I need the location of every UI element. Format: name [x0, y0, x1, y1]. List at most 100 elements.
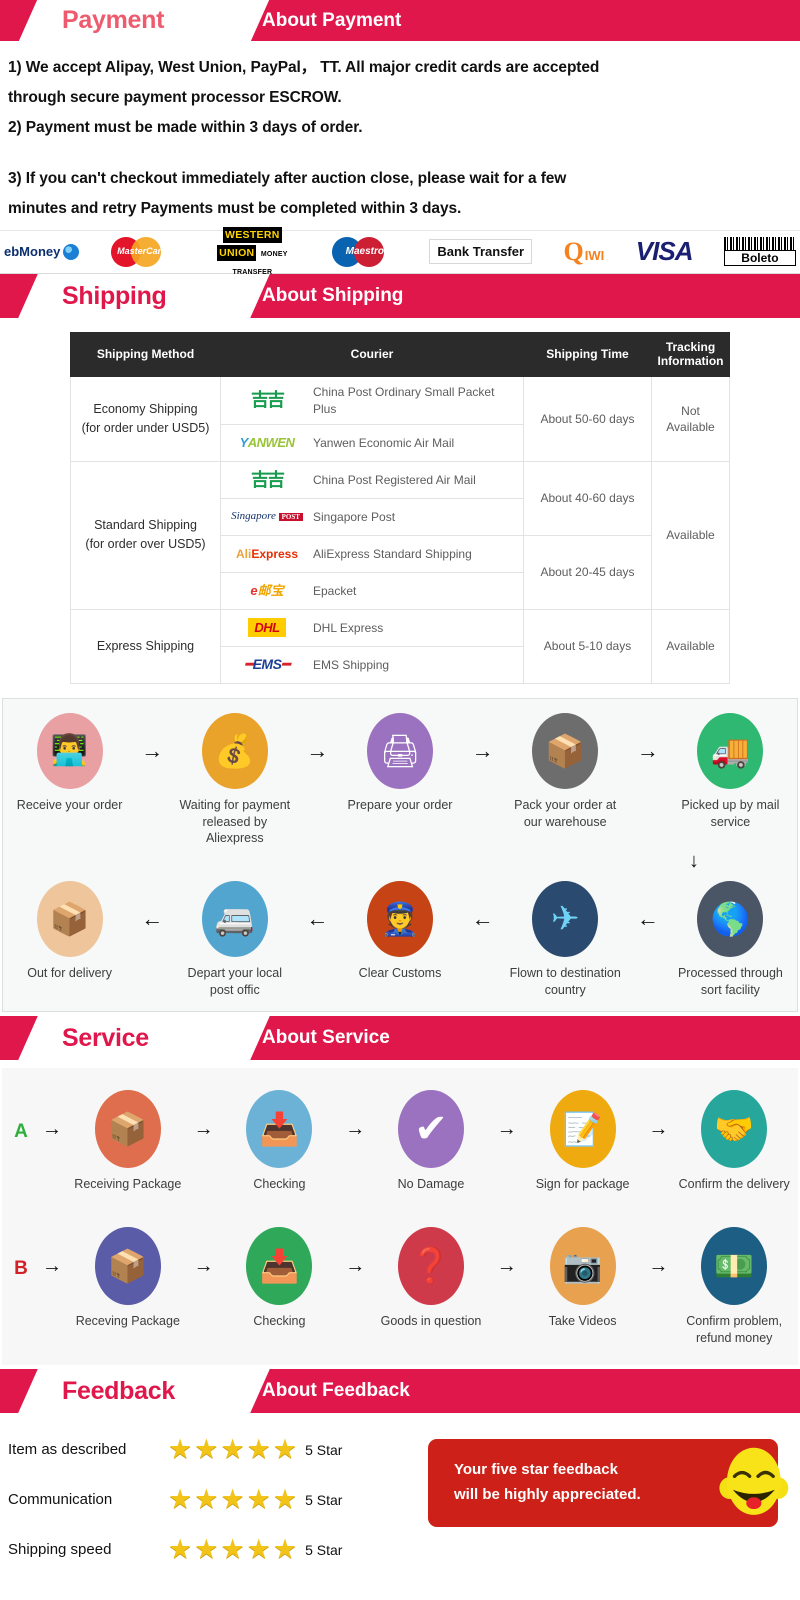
flow-step-label: Waiting for payment released by Aliexpre… — [179, 797, 291, 846]
flow-step-label: Pack your order at our warehouse — [514, 797, 617, 829]
epacket-logo: e邮宝 — [250, 582, 284, 598]
courier-epacket: e邮宝 Epacket — [220, 571, 524, 610]
rating-value: 5 Star — [305, 1491, 343, 1508]
table-row: AliExpress AliExpress Standard Shipping … — [71, 534, 730, 610]
col-courier: Courier — [220, 331, 524, 378]
service-arrow-right-icon: → — [193, 1118, 214, 1141]
payment-line-4: 3) If you can't checkout immediately aft… — [8, 170, 567, 188]
time-standard-2: About 20-45 days — [523, 534, 652, 610]
ems-logo: ━EMS━ — [244, 656, 290, 673]
payment-section-subtitle: About Payment — [262, 10, 402, 31]
western-union-mid: UNION — [217, 244, 257, 261]
flow-step-label: Receive your order — [16, 797, 123, 812]
laughing-smiley-icon — [719, 1447, 789, 1515]
flow-step-pack-order: 📦 Pack your order at our warehouse — [505, 712, 626, 831]
shipping-methods-table: Shipping Method Courier Shipping Time Tr… — [70, 331, 730, 684]
package-at-door-icon: 📦 — [36, 881, 103, 958]
worker-packing-box-icon: 📦 — [532, 712, 599, 789]
service-step-label: Checking — [253, 1313, 306, 1328]
flow-step-label: Flown to destination country — [509, 966, 621, 998]
payment-line-3: 2) Payment must be made within 3 days of… — [8, 118, 363, 136]
china-post-logo: 吉吉 — [251, 469, 285, 490]
method-standard-line2: (for order over USD5) — [85, 537, 206, 552]
flow-arrow-left-icon: ← — [141, 906, 164, 932]
service-row-b-badge: B — [14, 1257, 28, 1279]
service-step-receiving-package: 📦 Receiving Package — [70, 1090, 186, 1193]
sort-facility-globe-icon: 🌎 — [697, 881, 764, 958]
maestro-red-circle-icon — [353, 236, 384, 267]
service-process-flowchart: A → 📦 Receiving Package → 📥 Checking → ✔… — [2, 1068, 798, 1365]
courier-name: Epacket — [313, 583, 357, 598]
flow-step-label: Out for delivery — [27, 966, 112, 981]
courier-name: Singapore Post — [313, 509, 396, 524]
courier-aliexpress: AliExpress AliExpress Standard Shipping — [220, 534, 524, 573]
feedback-badge-line2: will be highly appreciated. — [454, 1485, 641, 1503]
western-union-top: WESTERN — [223, 226, 282, 243]
courier-dhl: DHL DHL Express — [220, 608, 524, 647]
service-arrow-right-icon: → — [193, 1254, 214, 1277]
feedback-section-banner: Feedback About Feedback — [0, 1368, 800, 1413]
flow-step-waiting-payment: 💰 Waiting for payment released by Aliexp… — [174, 712, 295, 848]
method-express: Express Shipping — [70, 608, 221, 684]
flow-step-label: Prepare your order — [347, 797, 453, 812]
service-arrow-right-icon: → — [648, 1254, 669, 1277]
flow-step-label: Processed through sort facility — [677, 966, 783, 998]
service-arrow-right-icon: → — [345, 1254, 366, 1277]
qiwi-logo: Q IWI — [564, 235, 605, 269]
singapore-post-logo: Singapore POST — [221, 506, 313, 528]
courier-yanwen: YANWEN Yanwen Economic Air Mail — [220, 423, 524, 462]
webmoney-logo: ebMoney — [4, 235, 80, 269]
five-star-feedback-badge: Your five star feedback will be highly a… — [428, 1438, 789, 1527]
service-step-label: Receiving Package — [74, 1177, 182, 1192]
table-header-row: Shipping Method Courier Shipping Time Tr… — [70, 331, 730, 378]
wrapped-package-icon: 📦 — [94, 1090, 161, 1169]
feedback-section-subtitle: About Feedback — [262, 1379, 410, 1401]
courier-name: Yanwen Economic Air Mail — [313, 435, 455, 450]
rating-row-communication: Communication ★ ★ ★ ★ ★ 5 Star — [8, 1475, 428, 1525]
shipping-section-banner: Shipping About Shipping — [0, 273, 800, 318]
table-row: e邮宝 Epacket — [71, 571, 730, 610]
rating-label: Item as described — [8, 1441, 127, 1459]
service-step-goods-in-question: ❓ Goods in question — [373, 1226, 489, 1330]
col-shipping-method: Shipping Method — [70, 331, 221, 378]
star-icon: ★ — [194, 1484, 219, 1515]
service-arrow-right-icon: → — [42, 1118, 63, 1141]
service-step-take-videos: 📷 Take Videos — [525, 1226, 641, 1330]
courier-name: China Post Registered Air Mail — [313, 472, 476, 487]
delivery-truck-icon: 🚚 — [697, 712, 764, 789]
flow-row-2: 📦 Out for delivery ← 🚐 Depart your local… — [9, 881, 791, 999]
service-step-label: Confirm the delivery — [678, 1177, 790, 1192]
printer-icon: 🖨 — [367, 712, 433, 789]
courier-china-post-small-packet: 吉吉 China Post Ordinary Small Packet Plus — [220, 376, 524, 425]
star-icon: ★ — [220, 1434, 245, 1465]
service-step-receving-package: 📦 Receving Package — [70, 1226, 186, 1330]
star-icon: ★ — [246, 1434, 271, 1465]
qiwi-label: IWI — [584, 247, 605, 263]
boleto-label: Boleto — [723, 250, 796, 267]
maestro-label: Maestro — [345, 245, 385, 257]
table-row: Economy Shipping (for order under USD5) … — [70, 376, 730, 462]
flow-step-flown-destination: ✈ Flown to destination country — [505, 881, 626, 999]
rating-row-item-as-described: Item as described ★ ★ ★ ★ ★ 5 Star — [8, 1425, 428, 1475]
star-icon: ★ — [272, 1434, 298, 1465]
flow-step-label: Clear Customs — [358, 966, 442, 981]
delivery-van-icon: 🚐 — [201, 881, 268, 958]
china-post-logo: 吉吉 — [251, 390, 285, 411]
method-economy-line2: (for order under USD5) — [81, 421, 210, 436]
table-row: Standard Shipping (for order over USD5) … — [70, 460, 730, 610]
service-arrow-right-icon: → — [345, 1118, 366, 1141]
boleto-barcode-icon — [723, 237, 796, 251]
flow-arrow-right-icon: → — [636, 737, 659, 763]
open-box-icon: 📥 — [246, 1226, 313, 1305]
flow-arrow-left-icon: ← — [636, 906, 659, 932]
service-section-subtitle: About Service — [262, 1027, 390, 1049]
star-icon: ★ — [194, 1434, 219, 1465]
payment-line-1: 1) We accept Alipay, West Union, PayPal，… — [8, 59, 600, 76]
payment-section-banner: Payment About Payment — [0, 0, 800, 41]
payment-section-title: Payment — [62, 6, 165, 34]
airplane-icon: ✈ — [532, 881, 599, 958]
tracking-economy: Not Available — [651, 376, 730, 462]
feedback-section-title: Feedback — [62, 1376, 175, 1405]
star-icon: ★ — [168, 1484, 193, 1515]
service-arrow-right-icon: → — [42, 1254, 63, 1277]
